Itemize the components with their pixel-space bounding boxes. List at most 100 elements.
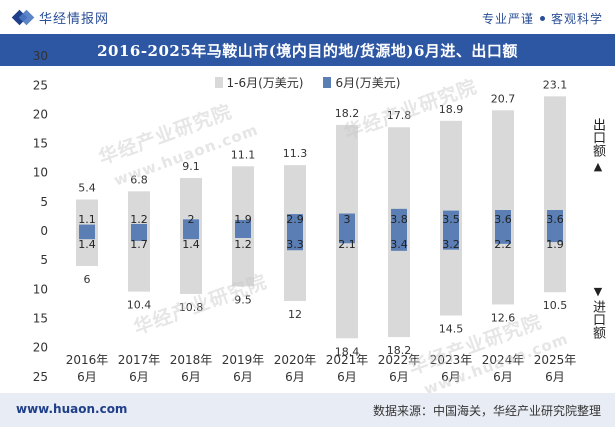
data-label-cumulative-export: 6.8 (130, 173, 148, 186)
bar-cumulative-export (180, 177, 202, 231)
legend-swatch-monthly (323, 77, 332, 88)
bar-monthly-import (339, 231, 355, 244)
bar-cumulative-export (492, 110, 514, 231)
bar-monthly-import (183, 231, 199, 240)
data-label-monthly-export: 3 (344, 213, 351, 226)
chart-plot: 30 25 20 15 10 5 0 5 10 15 20 25 5.4 6 1.1 1.4 2016年 6月 6.… (33, 49, 577, 384)
brand: 华经情报网 (11, 8, 110, 27)
data-label-monthly-import: 1.4 (78, 238, 96, 251)
bar-cumulative-import (440, 231, 462, 316)
export-axis-text: 出口额 (590, 118, 605, 157)
bar-cumulative-import (180, 231, 202, 294)
data-label-cumulative-export: 11.1 (231, 148, 256, 161)
data-label-monthly-export: 3.5 (442, 213, 460, 226)
bar-cumulative-export (76, 199, 98, 231)
data-label-cumulative-import: 10.4 (127, 299, 152, 312)
data-label-monthly-export: 3.8 (390, 213, 408, 226)
bar-monthly-import (235, 231, 251, 238)
y-tick-label: 5 (40, 195, 48, 209)
data-label-monthly-export: 2 (188, 213, 195, 226)
legend-label-cumulative: 1-6月(万美元) (226, 76, 304, 90)
brand-name: 华经情报网 (39, 12, 110, 27)
data-label-monthly-import: 3.4 (390, 238, 408, 251)
data-label-monthly-export: 3.6 (546, 213, 564, 226)
bar-cumulative-export (232, 166, 254, 231)
data-label-cumulative-import: 10.8 (179, 301, 204, 314)
legend-item-monthly: 6月(万美元) (323, 74, 400, 91)
x-tick-label: 2023年 6月 (430, 353, 473, 384)
bar-monthly-import (443, 231, 459, 250)
x-tick-label: 2017年 6月 (118, 353, 161, 384)
tagline-right: 客观科学 (550, 12, 603, 26)
data-label-monthly-export: 1.2 (130, 213, 148, 226)
data-label-cumulative-import: 18.4 (335, 345, 360, 358)
bar-monthly-export (391, 208, 407, 231)
import-axis-label: 进口额 (590, 300, 606, 339)
footer-url[interactable]: www.huaon.com (16, 402, 128, 416)
bar-monthly-export (183, 219, 199, 231)
data-label-monthly-import: 3.3 (286, 238, 304, 251)
bar-monthly-export (339, 213, 355, 231)
bar-monthly-import (79, 231, 95, 240)
data-label-monthly-import: 1.9 (546, 238, 564, 251)
data-label-cumulative-export: 18.9 (439, 103, 464, 116)
title-bar: 2016-2025年马鞍山市(境内目的地/货源地)6月进、出口额 (0, 34, 615, 66)
data-label-monthly-import: 2.2 (494, 238, 512, 251)
legend-swatch-cumulative (214, 77, 223, 88)
y-tick-label: 10 (33, 282, 48, 296)
y-tick-label: 5 (40, 253, 48, 267)
bar-monthly-import (495, 231, 511, 244)
import-axis-text: 进口额 (590, 300, 605, 339)
bar-cumulative-import (388, 231, 410, 338)
data-label-cumulative-import: 12.6 (491, 311, 516, 324)
data-label-cumulative-import: 18.2 (387, 344, 412, 357)
data-label-monthly-import: 1.4 (182, 238, 200, 251)
data-label-monthly-export: 3.6 (494, 213, 512, 226)
bar-monthly-export (235, 219, 251, 231)
data-label-cumulative-export: 5.4 (78, 182, 96, 195)
y-tick-label: 25 (33, 370, 48, 384)
bar-cumulative-export (336, 124, 358, 231)
y-tick-label: 20 (33, 341, 48, 355)
top-bar: 华经情报网 专业严谨 客观科学 (0, 0, 615, 34)
export-axis-label: 出口额 (590, 118, 606, 157)
bar-monthly-import (131, 231, 147, 241)
x-tick-label: 2024年 6月 (482, 353, 525, 384)
bar-cumulative-import (544, 231, 566, 293)
y-tick-label: 10 (33, 166, 48, 180)
data-label-cumulative-import: 12 (288, 308, 302, 321)
data-label-monthly-import: 1.7 (130, 238, 148, 251)
y-tick-label: 15 (33, 311, 48, 325)
bar-cumulative-import (128, 231, 150, 292)
data-label-cumulative-import: 9.5 (234, 293, 252, 306)
data-label-cumulative-export: 17.8 (387, 109, 412, 122)
data-label-cumulative-export: 11.3 (283, 147, 308, 160)
chart-legend: 1-6月(万美元) 6月(万美元) (0, 74, 615, 91)
footer: www.huaon.com 数据来源：中国海关，华经产业研究院整理 (0, 393, 615, 427)
x-tick-label: 2022年 6月 (378, 353, 421, 384)
y-tick-label: 15 (33, 137, 48, 151)
data-label-monthly-import: 1.2 (234, 238, 252, 251)
data-label-monthly-import: 3.2 (442, 238, 460, 251)
data-label-cumulative-export: 18.2 (335, 107, 360, 120)
bar-monthly-export (79, 224, 95, 231)
tagline: 专业严谨 客观科学 (482, 10, 603, 27)
y-tick-label: 20 (33, 107, 48, 121)
dot-icon (539, 16, 545, 21)
data-label-monthly-export: 1.1 (78, 213, 96, 226)
bar-monthly-export (443, 210, 459, 231)
x-tick-label: 2021年 6月 (326, 353, 369, 384)
y-tick-label: 25 (33, 78, 48, 92)
bar-monthly-export (287, 214, 303, 231)
bar-monthly-import (287, 231, 303, 251)
data-label-cumulative-export: 20.7 (491, 92, 516, 105)
legend-item-cumulative: 1-6月(万美元) (214, 74, 304, 91)
bar-cumulative-import (336, 231, 358, 339)
chart-title: 2016-2025年马鞍山市(境内目的地/货源地)6月进、出口额 (97, 41, 518, 60)
bar-cumulative-import (492, 231, 514, 305)
bar-cumulative-export (128, 191, 150, 231)
data-label-cumulative-export: 9.1 (182, 160, 200, 173)
data-label-cumulative-import: 10.5 (543, 299, 568, 312)
legend-label-monthly: 6月(万美元) (335, 76, 401, 90)
x-tick-label: 2020年 6月 (274, 353, 317, 384)
